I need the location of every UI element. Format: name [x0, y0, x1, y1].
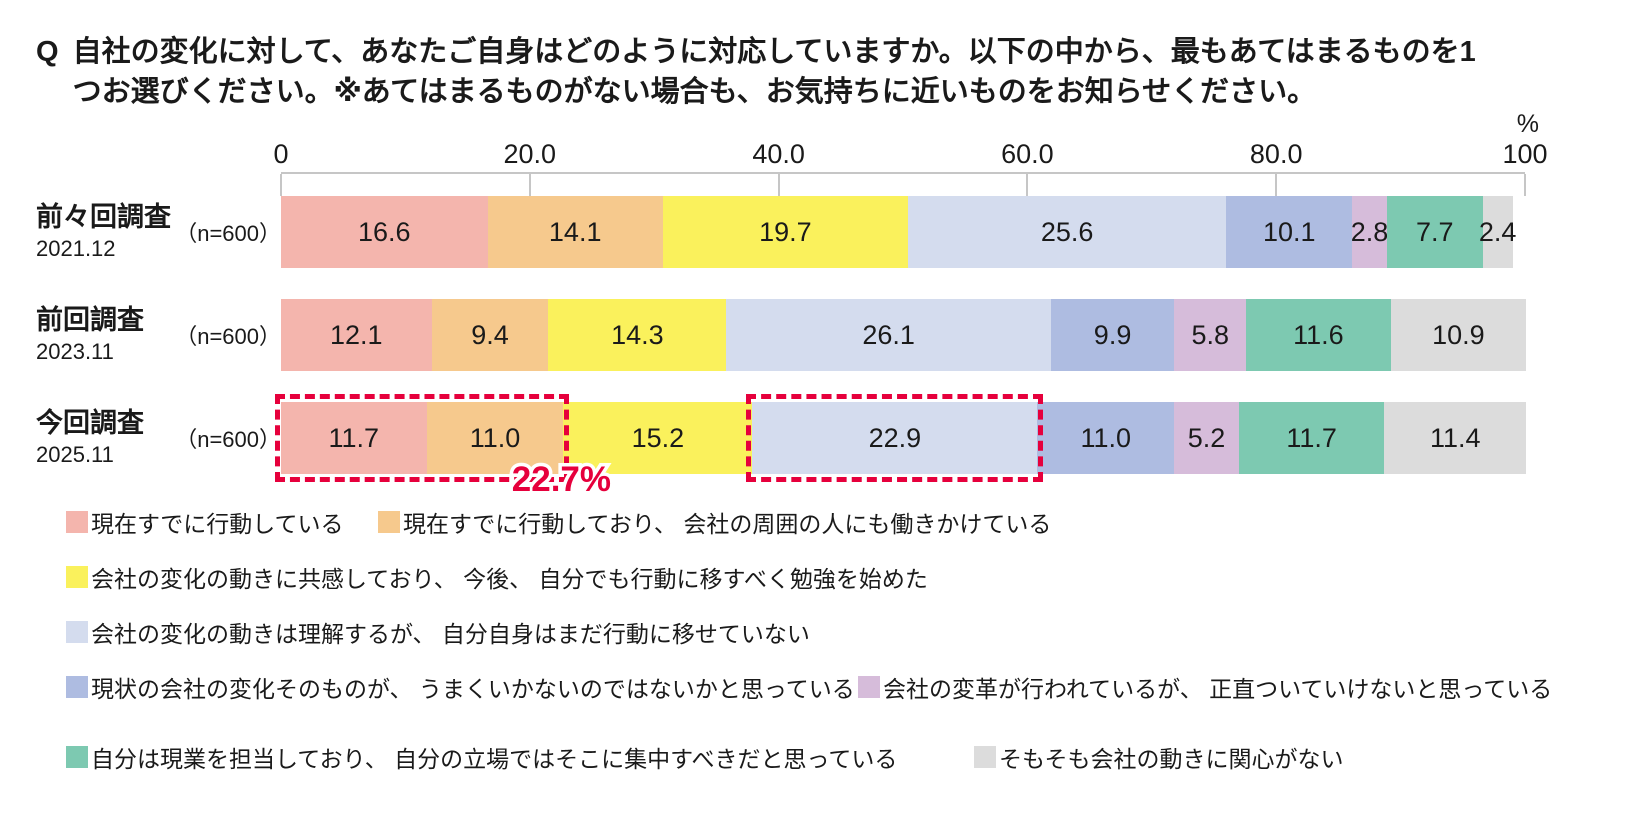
legend-swatch	[66, 621, 88, 644]
bar-row-plot: 16.6 14.1 19.7 25.6 10.1 2.8 7.7 2.4	[281, 196, 1525, 269]
bar-row-sample: （n=600）	[175, 324, 281, 350]
legend-label: 自分は現業を担当しており、 自分の立場ではそこに集中すべきだと思っている	[91, 746, 898, 773]
bar-row-header: 前回調査 2023.11 （n=600）	[0, 305, 281, 365]
bar-rows: 前々回調査 2021.12 （n=600） 16.6 14.1 19.7 25.6 10.1 2…	[0, 196, 1628, 503]
bar-segment: 12.1	[281, 299, 432, 372]
legend-row: 自分は現業を担当しており、 自分の立場ではそこに集中すべきだと思っている そもそも…	[66, 740, 1628, 774]
bar-segment: 25.6	[907, 196, 1227, 269]
stacked-bar-chart: % 0 20.0 40.0 60.0 80.0 100 前々回調査 2021.12 （n=60…	[0, 110, 1628, 503]
legend-row: 会社の変化の動きに共感しており、 今後、 自分でも行動に移すべく勉強を始めた	[66, 560, 1628, 594]
bar-row-sample: （n=600）	[175, 427, 281, 453]
bar-segment: 11.0	[426, 402, 564, 475]
bar-segment: 2.4	[1479, 196, 1516, 269]
legend-row: 現在すでに行動している 現在すでに行動しており、 会社の周囲の人にも働きかけている	[66, 505, 1628, 539]
question-text: 自社の変化に対して、あなたご自身はどのように対応していますか。以下の中から、最も…	[73, 32, 1476, 112]
legend-label: 会社の変化の動きは理解するが、 自分自身はまだ行動に移せていない	[91, 621, 810, 648]
bar-segment: 9.4	[431, 299, 549, 372]
bar-segment: 26.1	[726, 299, 1051, 372]
legend-item: 現在すでに行動している	[66, 505, 378, 539]
legend-item: 会社の変化の動きは理解するが、 自分自身はまだ行動に移せていない	[66, 615, 810, 649]
bar-row-header: 今回調査 2025.11 （n=600）	[0, 408, 281, 468]
axis-ruler	[280, 172, 1526, 197]
bar-row-date: 2025.11	[36, 442, 114, 468]
bar-segment: 5.2	[1174, 402, 1239, 475]
axis-tick-mark	[1524, 174, 1526, 197]
bar-row-name: 今回調査	[36, 408, 144, 438]
legend-swatch	[378, 511, 400, 534]
legend-swatch	[66, 511, 88, 534]
legend-item: 自分は現業を担当しており、 自分の立場ではそこに集中すべきだと思っている	[66, 740, 974, 774]
bar-segment: 22.9	[752, 402, 1038, 475]
question-text-line1: 自社の変化に対して、あなたご自身はどのように対応していますか。以下の中から、最も…	[72, 36, 1476, 68]
legend-swatch	[858, 676, 880, 699]
bar-segment: 11.6	[1246, 299, 1391, 372]
axis-unit-label: %	[1516, 110, 1539, 139]
bar-segment: 7.7	[1386, 196, 1483, 269]
legend-item: 会社の変化の動きに共感しており、 今後、 自分でも行動に移すべく勉強を始めた	[66, 560, 928, 594]
legend-label: 現状の会社の変化そのものが、 うまくいかないのではないかと思っている	[91, 676, 855, 703]
bar-row: 前々回調査 2021.12 （n=600） 16.6 14.1 19.7 25.6 10.1 2…	[0, 196, 1628, 269]
bar-segment: 9.9	[1051, 299, 1175, 372]
legend-swatch	[66, 746, 88, 769]
x-axis-tick: 60.0	[1001, 139, 1054, 170]
axis-tick-mark	[280, 174, 282, 197]
bar-segment: 11.7	[281, 402, 427, 475]
bar-segment: 10.1	[1226, 196, 1353, 269]
axis-tick-mark	[528, 174, 531, 197]
bar-row-sample: （n=600）	[175, 221, 281, 247]
highlight-callout: 22.7%	[508, 457, 614, 503]
bar-segment: 14.1	[487, 196, 663, 269]
bar-segment: 11.4	[1384, 402, 1527, 475]
legend-row: 会社の変化の動きは理解するが、 自分自身はまだ行動に移せていない	[66, 615, 1628, 649]
legend-item: そもそも会社の動きに関心がない	[974, 740, 1344, 774]
legend-swatch	[66, 676, 88, 699]
legend: 現在すでに行動している 現在すでに行動しており、 会社の周囲の人にも働きかけている…	[66, 505, 1628, 774]
bar-segment: 11.0	[1037, 402, 1175, 475]
bar-row: 今回調査 2025.11 （n=600） 11.7 11.0 15.2 22.9 11.0 5.…	[0, 394, 1628, 503]
x-axis: % 0 20.0 40.0 60.0 80.0 100	[273, 110, 1547, 172]
x-axis-tick: 0	[273, 139, 289, 170]
bar-segment: 11.7	[1238, 402, 1385, 475]
legend-item: 現状の会社の変化そのものが、 うまくいかないのではないかと思っている	[66, 670, 858, 704]
bar-row: 前回調査 2023.11 （n=600） 12.1 9.4 14.3 26.1 9.9 5.8 1…	[0, 299, 1628, 372]
x-axis-tick: 100	[1502, 139, 1548, 170]
legend-row: 現状の会社の変化そのものが、 うまくいかないのではないかと思っている 会社の変革が…	[66, 670, 1628, 704]
bar-segment: 15.2	[563, 402, 753, 475]
bar-row-title: 今回調査 2025.11	[36, 408, 175, 468]
axis-tick-mark	[777, 174, 780, 197]
bar-row-title: 前々回調査 2021.12	[36, 202, 175, 262]
bar-segment: 5.8	[1174, 299, 1247, 372]
question-prefix: Q	[36, 36, 59, 68]
legend-swatch	[974, 746, 996, 769]
bar-row-name: 前々回調査	[36, 202, 171, 232]
bar-row-date: 2021.12	[36, 236, 116, 262]
bar-segment: 14.3	[548, 299, 727, 372]
axis-tick-mark	[1026, 174, 1029, 197]
bar-row-name: 前回調査	[36, 305, 144, 335]
bar-row-plot: 12.1 9.4 14.3 26.1 9.9 5.8 11.6 10.9	[281, 299, 1527, 372]
bar-row-title: 前回調査 2023.11	[36, 305, 175, 365]
question-text-line2: つお選びください。※あてはまるものがない場合も、お気持ちに近いものをお知らせくだ…	[72, 76, 1317, 109]
x-axis-tick: 20.0	[503, 139, 557, 170]
bar-segment: 16.6	[281, 196, 488, 269]
question-title: Q 自社の変化に対して、あなたご自身はどのように対応していますか。以下の中から、…	[0, 0, 1628, 112]
legend-label: そもそも会社の動きに関心がない	[999, 746, 1344, 773]
legend-label: 現在すでに行動している	[91, 511, 344, 538]
legend-swatch	[66, 566, 88, 589]
legend-label: 会社の変革が行われているが、 正直ついていけないと思っている	[883, 676, 1553, 703]
bar-row-header: 前々回調査 2021.12 （n=600）	[0, 202, 281, 262]
bar-row-plot: 11.7 11.0 15.2 22.9 11.0 5.2 11.7 11.4 22.7%	[275, 394, 1527, 503]
legend-item: 現在すでに行動しており、 会社の周囲の人にも働きかけている	[378, 505, 1051, 539]
axis-tick-mark	[1275, 174, 1278, 197]
x-axis-tick: 40.0	[752, 139, 805, 170]
bar-segment: 19.7	[662, 196, 908, 269]
bar-segment: 2.8	[1351, 196, 1388, 269]
x-axis-tick: 80.0	[1249, 139, 1303, 170]
legend-label: 現在すでに行動しており、 会社の周囲の人にも働きかけている	[403, 511, 1052, 538]
bar-segment: 10.9	[1390, 299, 1527, 372]
legend-label: 会社の変化の動きに共感しており、 今後、 自分でも行動に移すべく勉強を始めた	[91, 566, 928, 593]
bar-row-date: 2023.11	[36, 339, 114, 365]
legend-item: 会社の変革が行われているが、 正直ついていけないと思っている	[858, 670, 1552, 704]
